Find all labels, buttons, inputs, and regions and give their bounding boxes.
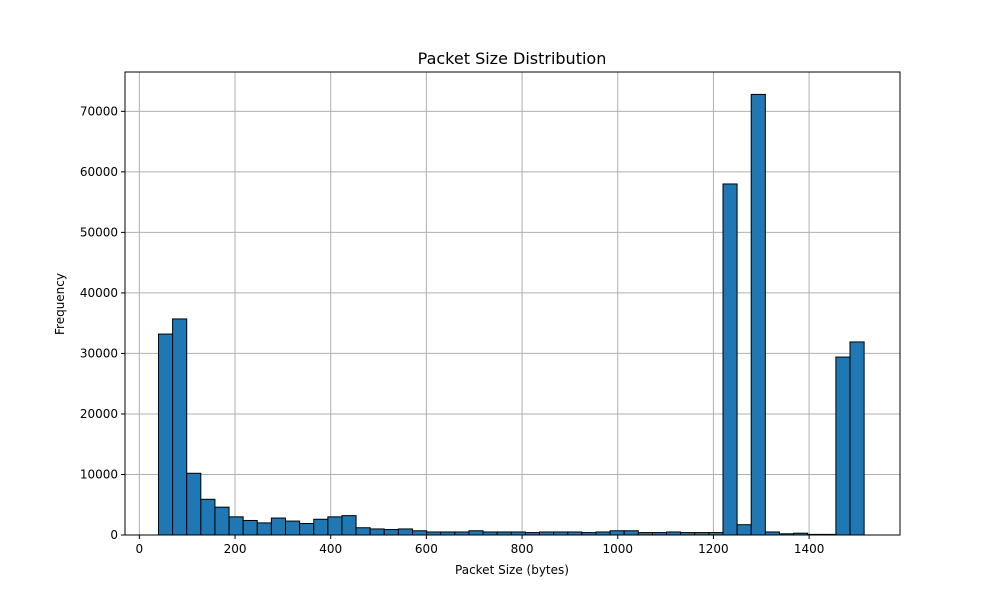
histogram-bar — [200, 498, 216, 536]
histogram-bar — [750, 93, 766, 536]
y-tick-label: 40000 — [80, 286, 118, 300]
plot-frame — [124, 71, 901, 536]
histogram-bar — [397, 528, 414, 536]
histogram-bar — [623, 530, 639, 536]
x-tick-label: 200 — [224, 542, 247, 556]
chart-title: Packet Size Distribution — [418, 49, 607, 68]
y-axis-title: Frequency — [53, 273, 67, 335]
histogram-bar — [835, 356, 851, 536]
histogram-bar — [256, 522, 272, 536]
histogram-bar — [722, 183, 738, 536]
y-tick-label: 20000 — [80, 407, 118, 421]
histogram-bar — [172, 318, 188, 536]
x-tick-label: 0 — [136, 542, 144, 556]
histogram-bar — [369, 528, 385, 536]
x-tick-label: 400 — [319, 542, 342, 556]
histogram-bar — [157, 333, 174, 536]
histogram-bar — [383, 529, 399, 536]
histogram-bar — [242, 519, 258, 536]
histogram-bar — [285, 520, 301, 536]
x-tick-label: 1400 — [794, 542, 825, 556]
histogram-bar — [355, 527, 371, 536]
x-tick-label: 1000 — [602, 542, 633, 556]
y-tick-label: 70000 — [80, 104, 118, 118]
histogram-bar — [228, 516, 244, 536]
x-tick-label: 1200 — [698, 542, 729, 556]
histogram-bar — [736, 524, 752, 536]
ticks-layer: 0 200 400 600 800 1000 1200 1400 0 10000 20000 3000… — [80, 104, 825, 556]
bars-layer — [157, 93, 865, 536]
y-tick-label: 10000 — [80, 467, 118, 481]
histogram-bar — [299, 523, 315, 536]
y-tick-label: 0 — [110, 528, 118, 542]
histogram-bar — [327, 516, 343, 536]
histogram-bar — [313, 518, 329, 536]
histogram-bar — [341, 515, 357, 536]
x-tick-label: 600 — [415, 542, 438, 556]
histogram-bar — [609, 530, 625, 536]
histogram-bar — [186, 472, 202, 536]
x-axis-title: Packet Size (bytes) — [455, 563, 569, 577]
y-tick-label: 60000 — [80, 165, 118, 179]
histogram-bar — [214, 506, 230, 536]
x-tick-label: 800 — [511, 542, 534, 556]
y-tick-label: 30000 — [80, 346, 118, 360]
histogram-bar — [270, 517, 287, 536]
y-tick-label: 50000 — [80, 225, 118, 239]
histogram-bar — [849, 341, 865, 536]
histogram-bar — [412, 530, 428, 536]
histogram-bar — [468, 530, 484, 536]
